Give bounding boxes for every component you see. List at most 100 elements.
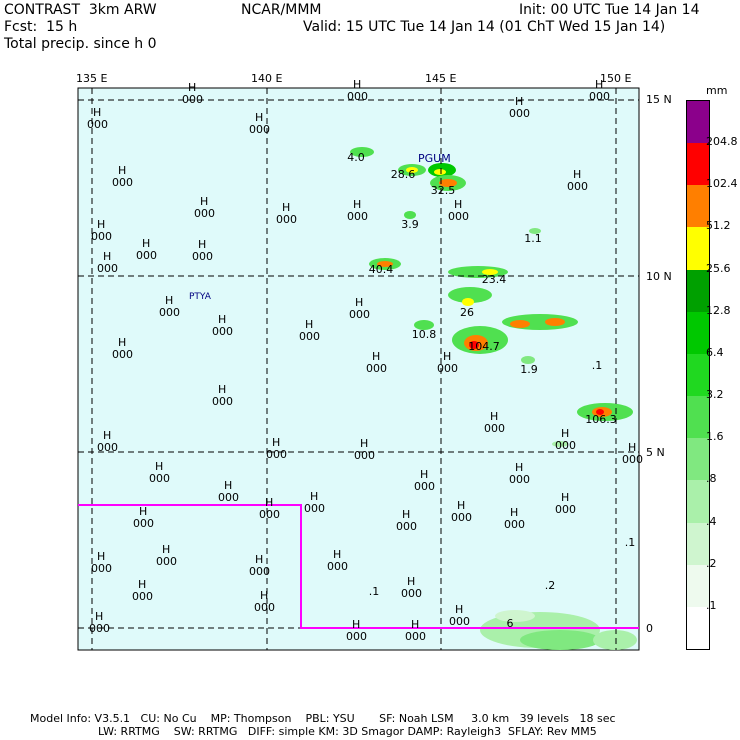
precip-field xyxy=(350,147,637,650)
high-marker-value: 000 xyxy=(133,517,154,530)
high-marker-value: 000 xyxy=(347,90,368,103)
high-marker-value: 000 xyxy=(509,107,530,120)
precip-value-label: 1.1 xyxy=(524,232,542,245)
high-marker-h: H xyxy=(515,461,523,474)
high-marker-value: 000 xyxy=(451,511,472,524)
high-marker-h: H xyxy=(420,468,428,481)
high-marker-h: H xyxy=(218,313,226,326)
high-marker-h: H xyxy=(188,81,196,94)
high-marker-h: H xyxy=(118,336,126,349)
lon-label-150: 150 E xyxy=(600,72,631,85)
high-marker-h: H xyxy=(198,238,206,251)
high-marker-value: 000 xyxy=(212,395,233,408)
high-marker-h: H xyxy=(95,610,103,623)
high-marker-h: H xyxy=(355,296,363,309)
colorbar-segment xyxy=(687,522,709,566)
precip-value-label: 23.4 xyxy=(482,273,507,286)
high-marker-h: H xyxy=(165,294,173,307)
high-marker-h: H xyxy=(353,78,361,91)
precip-value-label: 3.9 xyxy=(401,218,419,231)
high-marker-h: H xyxy=(265,496,273,509)
high-marker-h: H xyxy=(282,201,290,214)
lat-label-10n: 10 N xyxy=(646,270,672,283)
high-marker-value: 000 xyxy=(136,249,157,262)
map-ocean xyxy=(77,87,640,651)
colorbar-segment xyxy=(687,101,709,144)
inner-domain-boundary xyxy=(78,504,639,629)
colorbar-segment xyxy=(687,311,709,355)
high-marker-h: H xyxy=(155,460,163,473)
high-marker-h: H xyxy=(443,350,451,363)
high-marker-h: H xyxy=(272,436,280,449)
high-marker-value: 000 xyxy=(437,362,458,375)
high-marker-h: H xyxy=(97,550,105,563)
high-marker-h: H xyxy=(490,410,498,423)
high-marker-h: H xyxy=(97,218,105,231)
colorbar-level-label: 25.6 xyxy=(706,261,731,275)
high-marker-value: 000 xyxy=(414,480,435,493)
high-marker-value: 000 xyxy=(405,630,426,643)
high-marker-value: 000 xyxy=(156,555,177,568)
precip-value-label: .2 xyxy=(545,579,556,592)
lon-label-145: 145 E xyxy=(425,72,456,85)
colorbar-segment xyxy=(687,353,709,397)
high-marker-h: H xyxy=(255,111,263,124)
colorbar-segment xyxy=(687,564,709,608)
precip-value-label: 106.3 xyxy=(585,413,617,426)
station-ptya: PTYA xyxy=(189,292,212,302)
high-marker-value: 000 xyxy=(555,439,576,452)
high-marker-h: H xyxy=(103,429,111,442)
precip-value-label: 104.7 xyxy=(468,340,500,353)
precip-value-label: .1 xyxy=(369,585,380,598)
lon-label-140: 140 E xyxy=(251,72,282,85)
colorbar-unit: mm xyxy=(706,84,728,97)
model-info-line2: LW: RRTMG SW: RRTMG DIFF: simple KM: 3D … xyxy=(98,725,597,738)
high-marker-value: 000 xyxy=(97,441,118,454)
high-marker-value: 000 xyxy=(347,210,368,223)
high-marker-value: 000 xyxy=(567,180,588,193)
high-marker-value: 000 xyxy=(589,90,610,103)
high-marker-h: H xyxy=(457,499,465,512)
high-marker-value: 000 xyxy=(91,562,112,575)
high-marker-value: 000 xyxy=(299,330,320,343)
high-marker-value: 000 xyxy=(218,491,239,504)
high-marker-h: H xyxy=(510,506,518,519)
high-marker-value: 000 xyxy=(259,508,280,521)
high-marker-h: H xyxy=(515,95,523,108)
high-marker-value: 000 xyxy=(212,325,233,338)
forecast-hour: Fcst: 15 h xyxy=(4,19,78,35)
high-marker-value: 000 xyxy=(112,348,133,361)
precip-value-labels: 4.0 28.6 32.5 3.9 1.1 40.4 23.4 26 10.8 104.7 1.9.… xyxy=(347,151,635,630)
high-marker-h: H xyxy=(353,198,361,211)
high-marker-value: 000 xyxy=(194,207,215,220)
valid-time: Valid: 15 UTC Tue 14 Jan 14 (01 ChT Wed … xyxy=(303,19,666,35)
precip-value-label: 6 xyxy=(507,617,514,630)
colorbar-level-label: 102.4 xyxy=(706,177,738,191)
high-marker-value: 000 xyxy=(249,123,270,136)
high-marker-h: H xyxy=(139,505,147,518)
high-marker-h: H xyxy=(333,548,341,561)
